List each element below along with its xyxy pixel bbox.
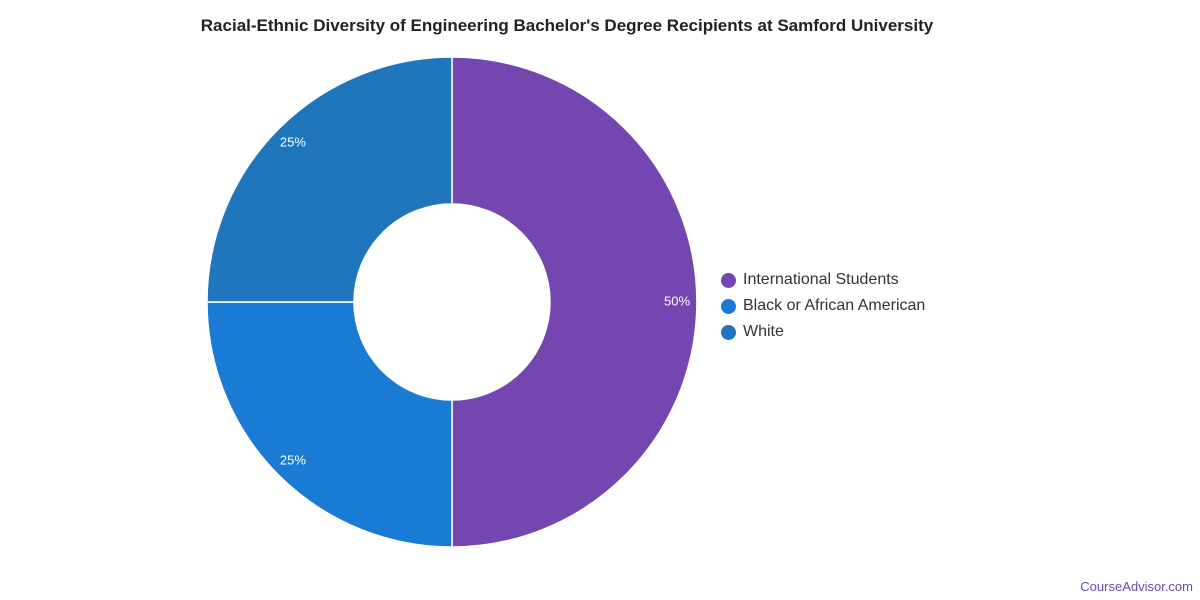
legend-label: International Students: [743, 271, 899, 288]
donut-slice-white[interactable]: [206, 56, 453, 303]
legend-item-black-or-african-american[interactable]: Black or African American: [721, 293, 925, 319]
slice-label: 25%: [280, 134, 306, 149]
donut-slice-black-or-african-american[interactable]: [206, 301, 453, 548]
legend-swatch: [721, 272, 736, 288]
legend-item-international-students[interactable]: International Students: [721, 267, 925, 293]
chart-title: Racial-Ethnic Diversity of Engineering B…: [200, 16, 934, 35]
slice-label: 25%: [280, 453, 306, 468]
watermark-link[interactable]: CourseAdvisor.com: [1080, 579, 1193, 594]
donut-slice-international-students[interactable]: [451, 56, 698, 548]
legend-label: Black or African American: [743, 297, 926, 314]
legend-label: White: [743, 323, 784, 340]
legend-swatch: [721, 324, 736, 340]
slice-label: 50%: [664, 293, 690, 308]
legend-swatch: [721, 298, 736, 314]
legend-item-white[interactable]: White: [721, 319, 925, 345]
legend: International Students Black or African …: [721, 267, 925, 345]
